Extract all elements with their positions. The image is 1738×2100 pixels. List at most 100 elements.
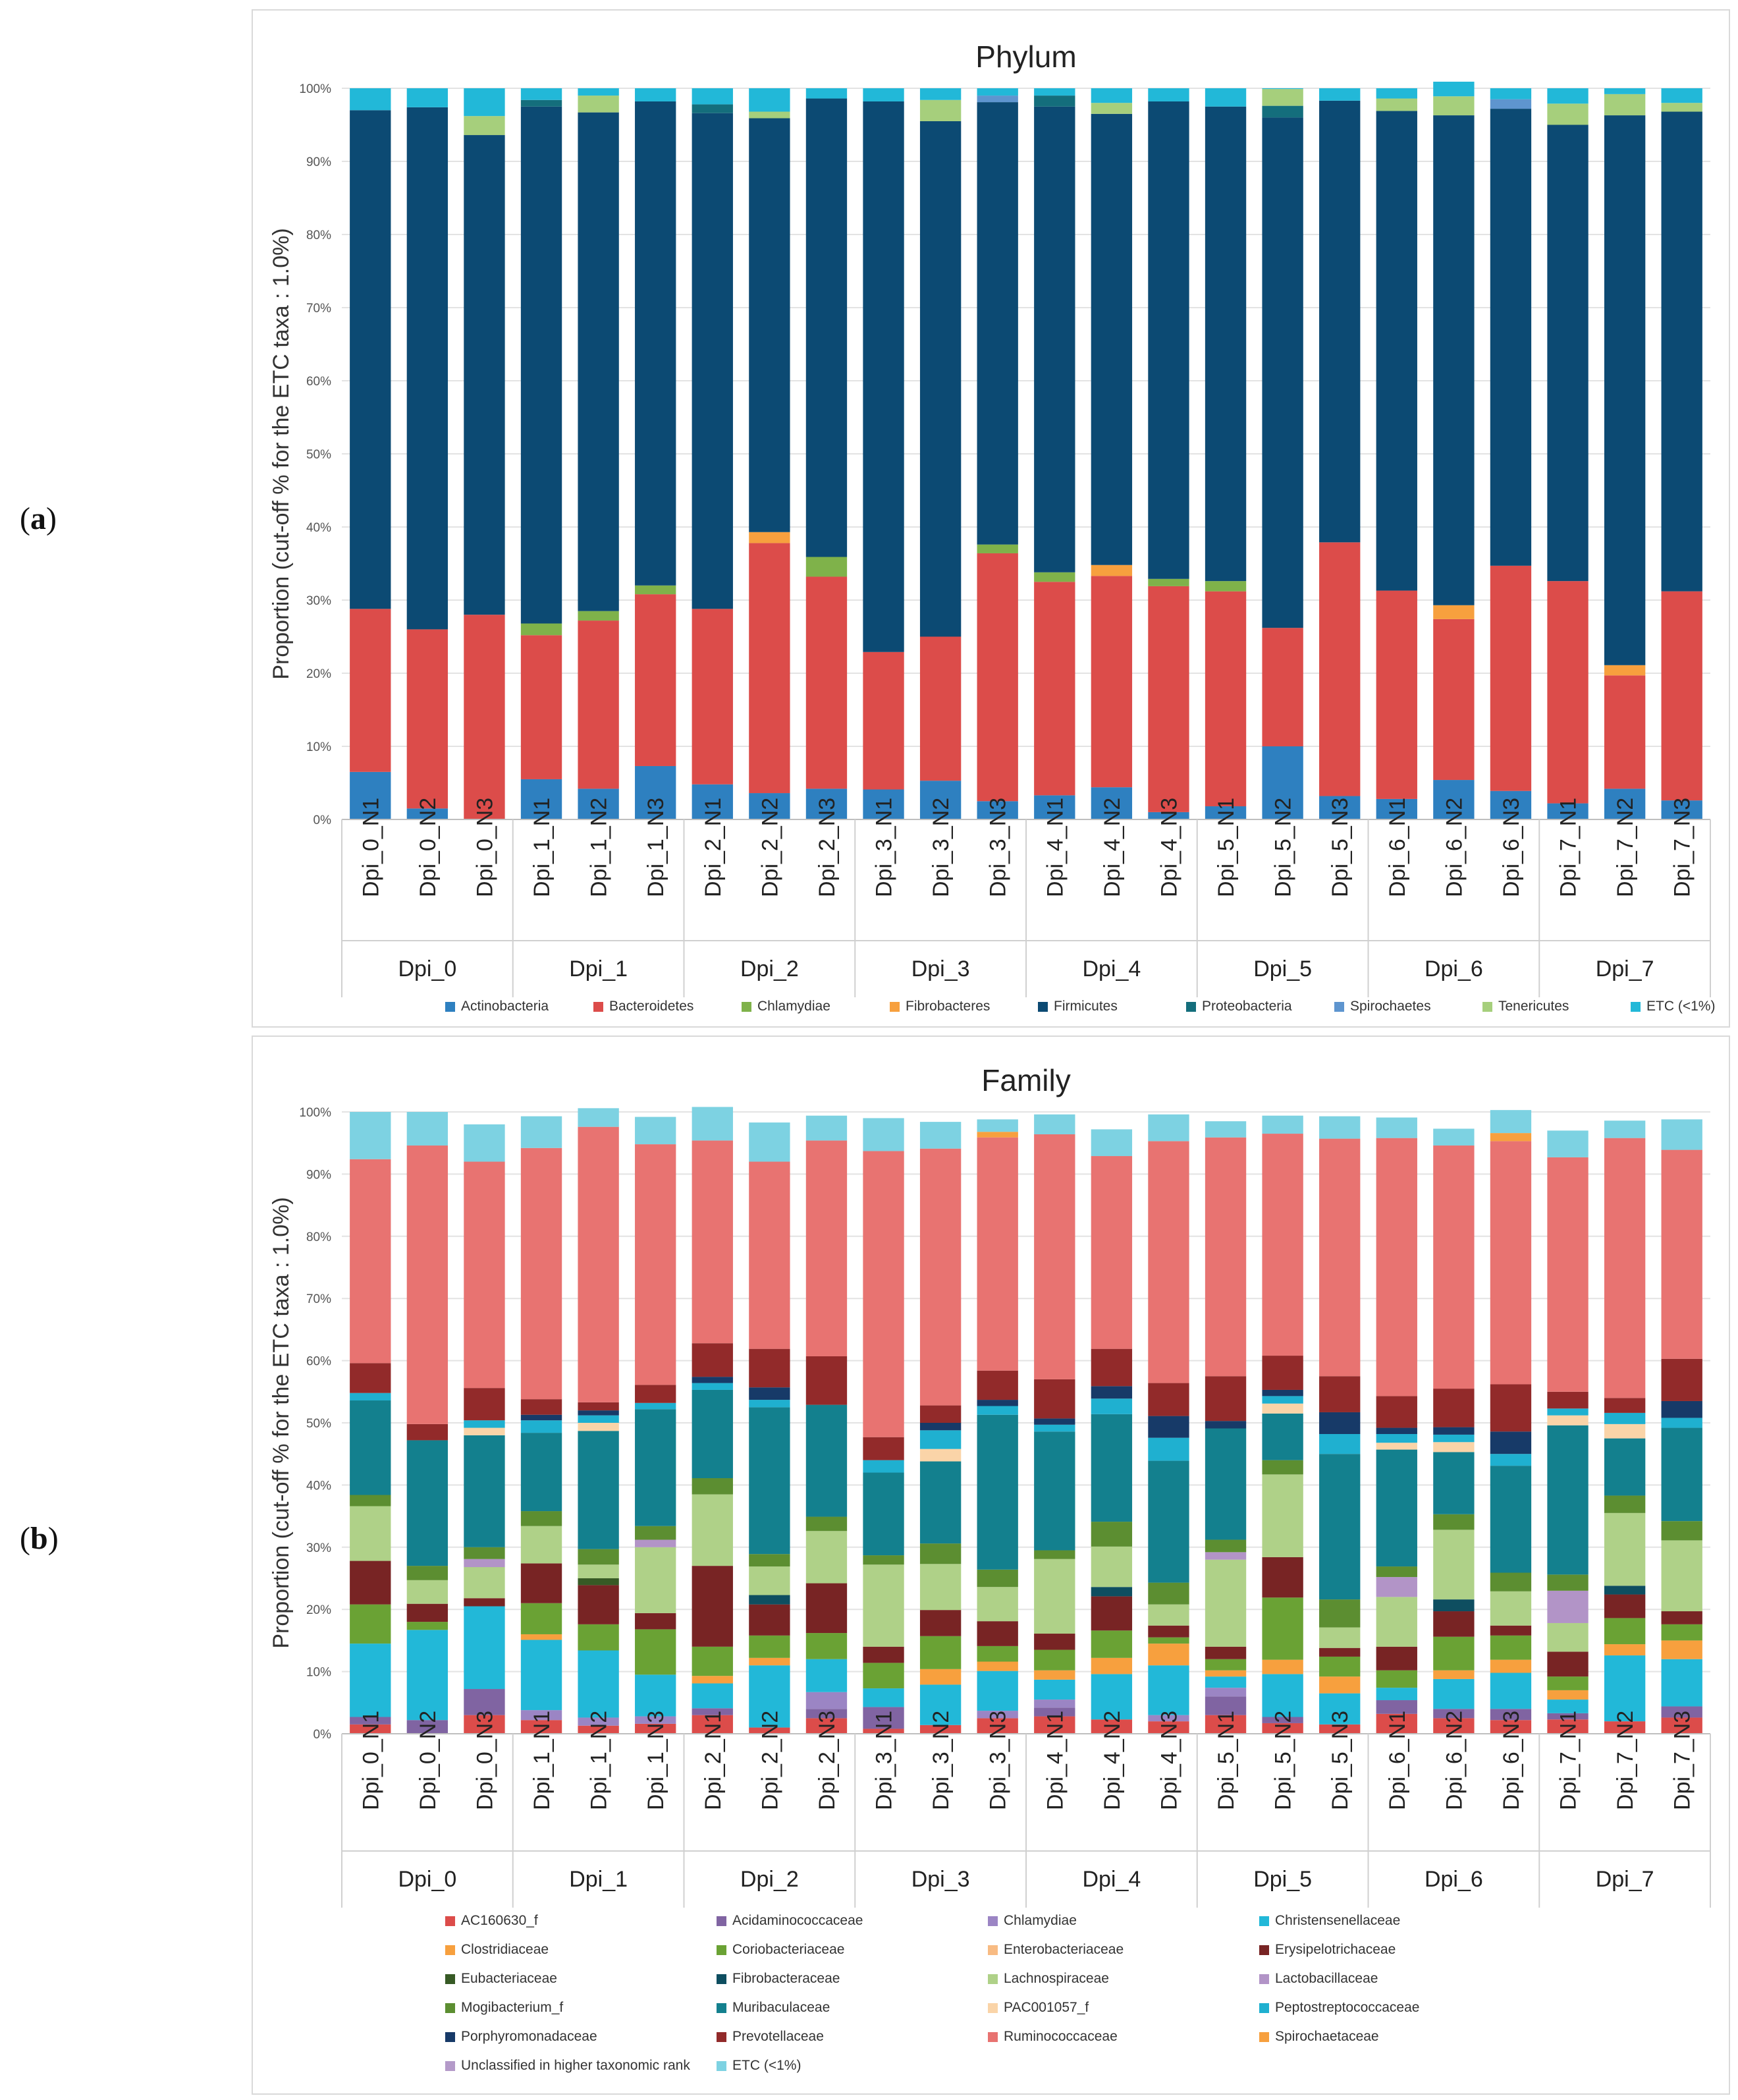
bar-segment-muribaculaceae — [1262, 1413, 1303, 1460]
bar-segment-peptostreptococcaceae — [1148, 1437, 1189, 1461]
group-label: Dpi_3 — [911, 956, 970, 981]
x-tick-label: Dpi_0_N3 — [472, 798, 497, 897]
x-tick-label: Dpi_4_N3 — [1156, 1711, 1181, 1810]
bar-segment-peptostreptococcaceae — [1034, 1424, 1075, 1432]
bar-segment-etc-1 — [1034, 1114, 1075, 1134]
legend-swatch-firmicutes — [1038, 1002, 1048, 1012]
bar-segment-actinobacteria — [1091, 787, 1133, 819]
bar-segment-etc-1 — [350, 88, 391, 111]
bar-segment-muribaculaceae — [1433, 1452, 1475, 1514]
bar-segment-pac001057-f — [1262, 1403, 1303, 1414]
bar-segment-mogibacterium-f — [1319, 1599, 1361, 1628]
bar-segment-erysipelotrichaceae — [520, 1563, 562, 1603]
bar-segment-erysipelotrichaceae — [1547, 1651, 1589, 1677]
bar-segment-etc-1 — [805, 1115, 848, 1141]
bar-segment-actinobacteria — [520, 779, 562, 819]
bar-segment-christensenellaceae — [406, 1630, 448, 1721]
bar-segment-ac160630-f — [520, 1720, 562, 1734]
bar-segment-lachnospiraceae — [635, 1547, 676, 1613]
bar-segment-christensenellaceae — [1262, 1674, 1303, 1717]
bar-segment-porphyromonadaceae — [977, 1400, 1018, 1406]
x-tick-label: Dpi_1_N2 — [587, 1711, 612, 1810]
group-label: Dpi_1 — [569, 956, 628, 981]
bar-segment-etc-1 — [1547, 88, 1589, 104]
bar-segment-erysipelotrichaceae — [863, 1646, 904, 1663]
bar-segment-lachnospiraceae — [350, 1506, 391, 1561]
bar-segment-mogibacterium-f — [692, 1478, 733, 1495]
y-tick-label: 30% — [306, 594, 331, 608]
bar-segment-tenericutes — [1604, 94, 1646, 116]
legend-label-bacteroidetes: Bacteroidetes — [609, 999, 693, 1014]
legend-label-pac001057-f: PAC001057_f — [1004, 2000, 1089, 2015]
bar-segment-coriobacteriaceae — [805, 1633, 848, 1659]
bar-segment-erysipelotrichaceae — [692, 1566, 733, 1647]
legend-swatch-coriobacteriaceae — [717, 1945, 726, 1955]
bar-segment-etc-1 — [1262, 1115, 1303, 1134]
bar-segment-etc-1 — [1148, 88, 1189, 101]
y-tick-label: 70% — [306, 302, 331, 316]
bar-segment-muribaculaceae — [692, 1389, 733, 1479]
bar-segment-acidaminococcaceae — [805, 1709, 848, 1719]
x-tick-label: Dpi_0_N1 — [358, 798, 383, 897]
bar-segment-actinobacteria — [1319, 796, 1361, 819]
group-label: Dpi_2 — [740, 956, 799, 981]
bar-segment-christensenellaceae — [1376, 1688, 1417, 1701]
bar-segment-mogibacterium-f — [635, 1526, 676, 1540]
bar-segment-coriobacteriaceae — [863, 1663, 904, 1689]
bar-segment-etc-1 — [1376, 1117, 1417, 1138]
bar-segment-acidaminococcaceae — [1205, 1696, 1247, 1715]
x-tick-label: Dpi_5_N1 — [1214, 1711, 1239, 1810]
bar-segment-tenericutes — [919, 99, 962, 121]
x-tick-label: Dpi_7_N3 — [1670, 1711, 1695, 1810]
legend-swatch-erysipelotrichaceae — [1259, 1945, 1269, 1955]
bar-segment-porphyromonadaceae — [919, 1423, 962, 1431]
bar-segment-etc-1 — [805, 88, 848, 99]
bar-segment-prevotellaceae — [1034, 1379, 1075, 1419]
bar-segment-etc-1 — [406, 88, 448, 107]
bar-segment-prevotellaceae — [977, 1370, 1018, 1400]
legend-label-etc-1: ETC (<1%) — [1646, 999, 1715, 1014]
bar-segment-porphyromonadaceae — [1376, 1427, 1417, 1434]
bar-segment-etc-1 — [520, 88, 562, 100]
bar-segment-lactobacillaceae — [1205, 1552, 1247, 1560]
bar-segment-peptostreptococcaceae — [635, 1402, 676, 1410]
bar-segment-muribaculaceae — [1661, 1427, 1702, 1522]
bar-segment-bacteroidetes — [1262, 628, 1303, 746]
bar-segment-lactobacillaceae — [1376, 1577, 1417, 1597]
bar-segment-coriobacteriaceae — [350, 1604, 391, 1644]
x-tick-label: Dpi_0_N2 — [416, 1711, 441, 1810]
bar-segment-muribaculaceae — [1604, 1438, 1646, 1496]
x-tick-label: Dpi_5_N3 — [1328, 1711, 1353, 1810]
bar-segment-ac160630-f — [863, 1728, 904, 1734]
bar-segment-ruminococcaceae — [1604, 1138, 1646, 1398]
bar-segment-christensenellaceae — [1091, 1674, 1133, 1720]
group-label: Dpi_5 — [1253, 956, 1312, 981]
bar-segment-lachnospiraceae — [1433, 1530, 1475, 1600]
bar-segment-prevotellaceae — [1319, 1376, 1361, 1412]
bar-segment-muribaculaceae — [1034, 1431, 1075, 1551]
legend-swatch-chlamydiae — [742, 1002, 751, 1012]
bar-segment-clostridiaceae — [1661, 1640, 1702, 1659]
bar-segment-prevotellaceae — [1262, 1356, 1303, 1390]
x-tick-label: Dpi_3_N3 — [986, 1711, 1011, 1810]
bar-segment-erysipelotrichaceae — [464, 1598, 505, 1607]
bar-segment-prevotellaceae — [749, 1348, 790, 1388]
x-tick-label: Dpi_2_N1 — [701, 1711, 726, 1810]
bar-segment-etc-1 — [1490, 88, 1532, 99]
bar-segment-ruminococcaceae — [1433, 1145, 1475, 1389]
bar-segment-ac160630-f — [805, 1718, 848, 1734]
bar-segment-bacteroidetes — [1319, 542, 1361, 796]
legend-label-firmicutes: Firmicutes — [1054, 999, 1118, 1014]
bar-segment-clostridiaceae — [520, 1634, 562, 1640]
legend-label-proteobacteria: Proteobacteria — [1202, 999, 1292, 1014]
bar-segment-muribaculaceae — [635, 1409, 676, 1526]
panel-label-b: (b) — [20, 1521, 59, 1556]
bar-segment-erysipelotrichaceae — [749, 1604, 790, 1636]
bar-segment-lachnospiraceae — [1490, 1591, 1532, 1626]
legend-label-lachnospiraceae: Lachnospiraceae — [1004, 1971, 1109, 1986]
bar-segment-etc-1 — [1205, 88, 1247, 107]
bar-segment-mogibacterium-f — [805, 1516, 848, 1532]
bar-segment-actinobacteria — [1547, 803, 1589, 819]
bar-segment-ruminococcaceae — [1319, 1138, 1361, 1377]
bar-segment-prevotellaceae — [692, 1343, 733, 1377]
